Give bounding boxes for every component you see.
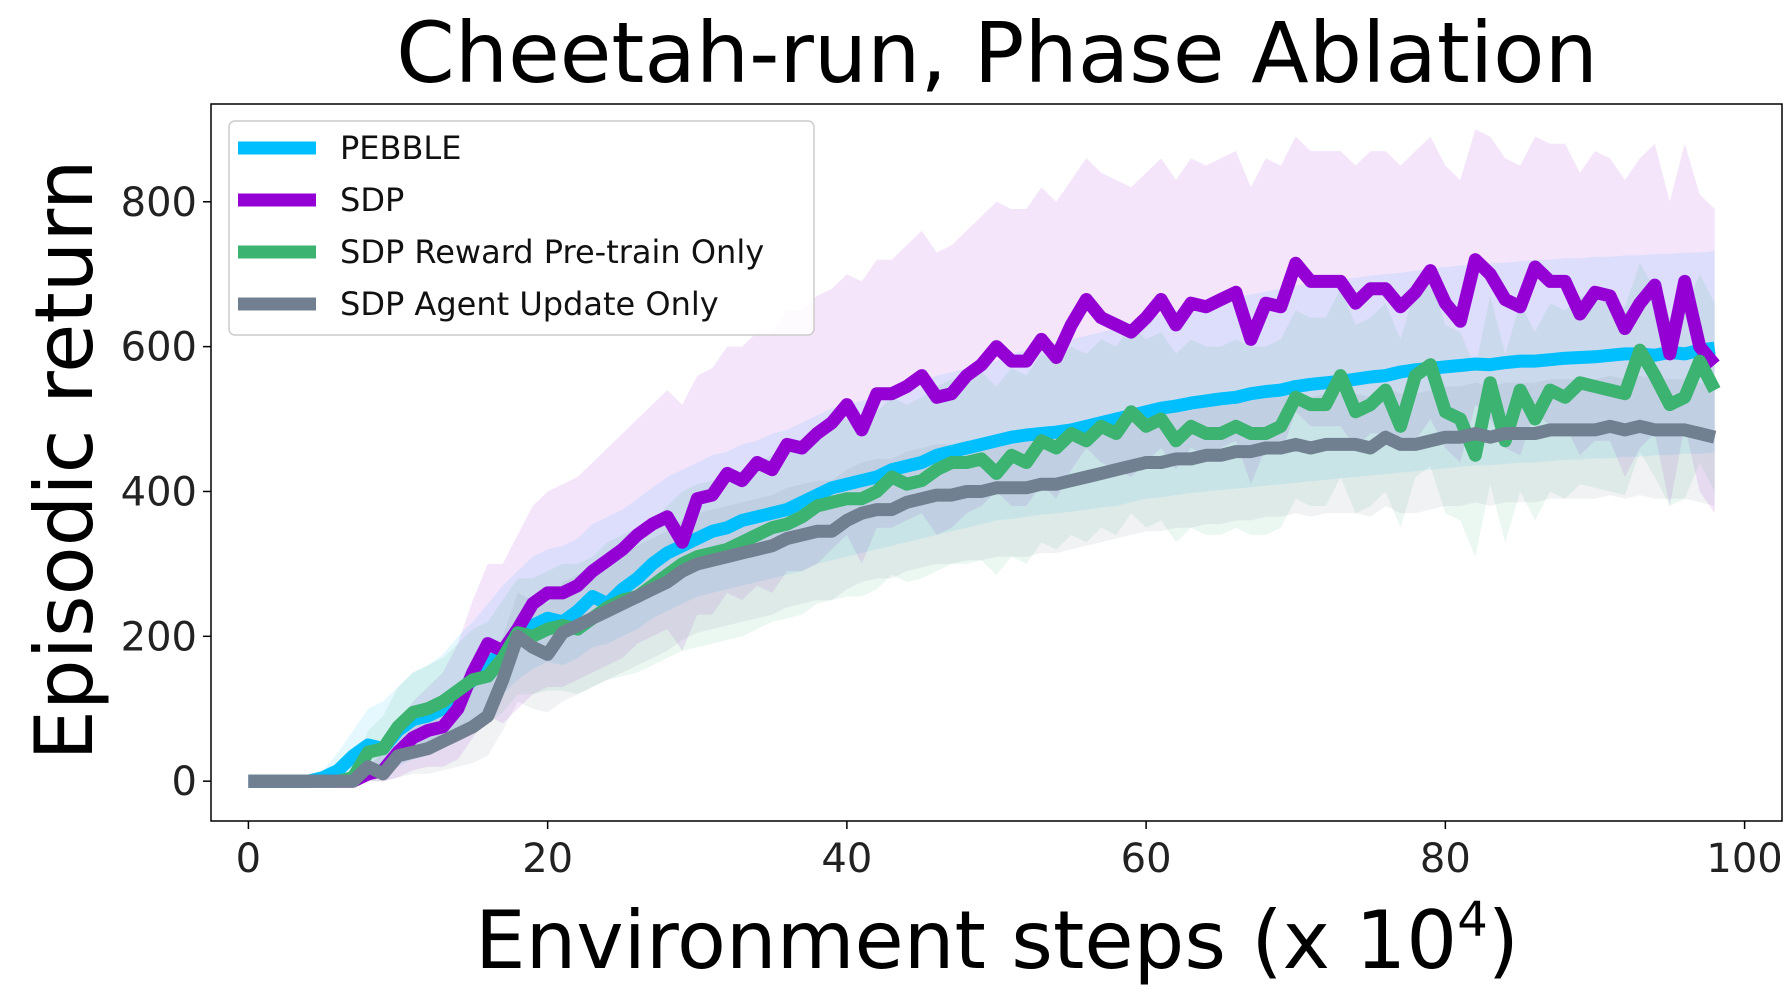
x-tick-label: 0 [236,836,261,882]
x-axis-label: Environment steps (x 104) [475,892,1519,987]
x-axis-label-suffix: ) [1488,894,1519,987]
x-tick-label: 20 [522,836,573,882]
legend-box [228,120,815,336]
x-tick-label: 100 [1706,836,1782,882]
plot-frame [210,103,1783,822]
y-axis-ticks: 0 200 400 600 800 [121,180,211,805]
x-axis-label-text: Environment steps (x 10 [475,894,1457,987]
x-axis-ticks: 0 20 40 60 80 100 [236,821,1783,882]
chart-title: Cheetah-run, Phase Ablation [396,4,1598,102]
x-tick-label: 40 [821,836,872,882]
legend: PEBBLE SDP SDP Reward Pre-train Only SDP Ag… [228,120,815,336]
y-tick-label: 200 [121,614,197,660]
y-tick-label: 0 [172,759,197,805]
series-lines [248,253,1721,788]
line-sdp-agent-update-only [248,419,1717,788]
y-tick-label: 800 [121,180,197,226]
legend-label-sdp-reward-pre-train-only: SDP Reward Pre-train Only [340,233,764,271]
legend-label-sdp-agent-update-only: SDP Agent Update Only [340,285,719,323]
x-tick-label: 60 [1121,836,1172,882]
x-tick-label: 80 [1420,836,1471,882]
legend-label-pebble: PEBBLE [340,129,461,167]
legend-label-sdp: SDP [340,181,404,219]
x-axis-label-exponent: 4 [1457,892,1488,948]
y-axis-label: Episodic return [18,159,111,760]
line-sdp-reward-pre-train-only [248,343,1721,788]
band-sdp-agent-update-only [248,375,1715,782]
y-tick-label: 600 [121,325,197,371]
y-tick-label: 400 [121,469,197,515]
line-sdp [248,253,1720,788]
